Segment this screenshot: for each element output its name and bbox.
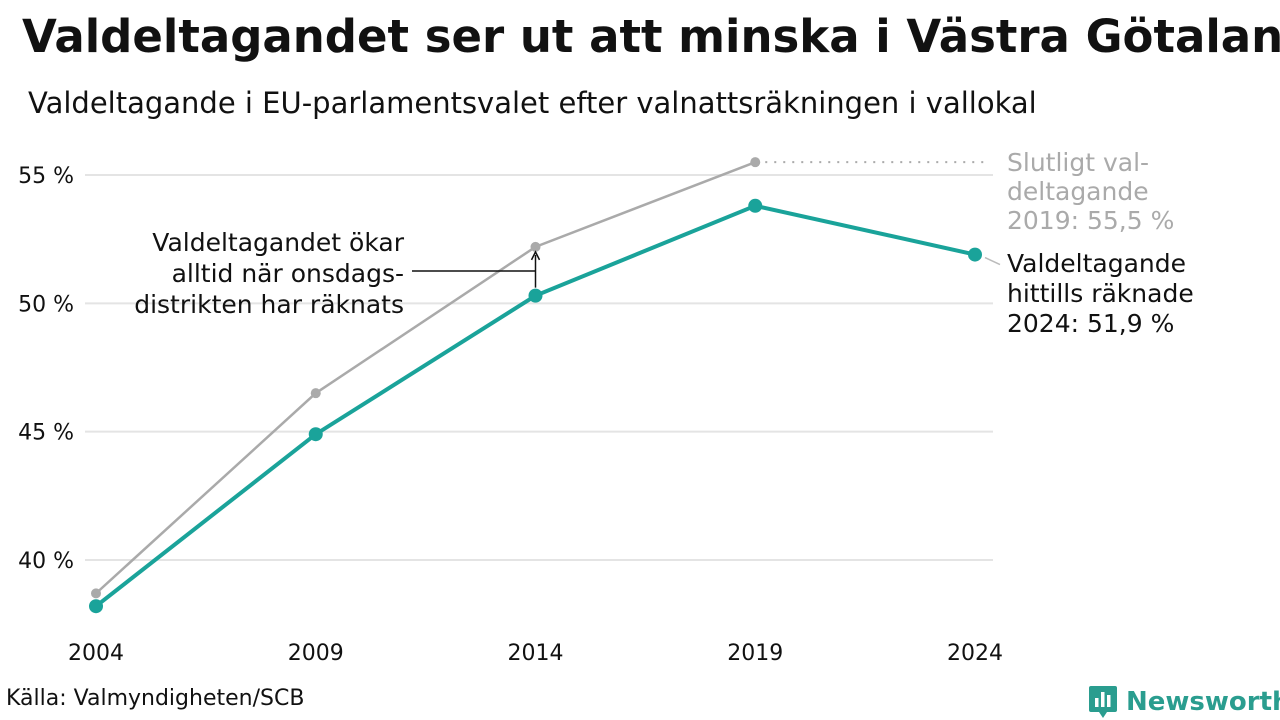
data-point-election-night [968, 247, 982, 262]
y-tick-label: 55 % [18, 164, 74, 189]
data-point-election-night [308, 427, 323, 442]
x-tick-label: 2019 [727, 641, 783, 666]
data-point-final [91, 588, 101, 599]
newsworthy-logo-icon [1089, 686, 1117, 718]
note-annotation: distrikten har räknats [134, 290, 404, 319]
chart-title: Valdeltagandet ser ut att minska i Västr… [22, 10, 1280, 63]
y-tick-label: 45 % [18, 421, 74, 446]
x-tick-label: 2014 [508, 641, 564, 666]
current-value-label: 2024: 51,9 % [1007, 309, 1174, 338]
data-point-final [310, 388, 321, 399]
current-label-leader [984, 256, 1001, 266]
final-value-label: Slutligt val- [1007, 148, 1149, 177]
newsworthy-logo: Newsworthy [1088, 684, 1280, 720]
note-annotation: Valdeltagandet ökar [152, 228, 404, 257]
y-tick-label: 40 % [18, 549, 74, 574]
y-tick-label: 50 % [18, 292, 74, 317]
x-tick-label: 2009 [288, 641, 344, 666]
note-annotation: alltid när onsdags- [172, 259, 404, 288]
data-point-final [750, 157, 761, 168]
brand-name: Newsworthy [1126, 687, 1280, 717]
data-point-election-night [748, 198, 763, 213]
x-tick-label: 2024 [947, 641, 1003, 666]
note-arrowhead [530, 250, 541, 261]
current-value-label: Valdeltagande [1007, 249, 1186, 278]
chart-subtitle: Valdeltagande i EU-parlamentsvalet efter… [28, 86, 1037, 120]
data-point-election-night [528, 288, 543, 303]
data-point-election-night [89, 599, 103, 614]
source-note: Källa: Valmyndigheten/SCB [6, 686, 305, 711]
x-tick-label: 2004 [68, 641, 124, 666]
series-line-final [95, 161, 756, 595]
final-value-label: 2019: 55,5 % [1007, 206, 1174, 235]
current-value-label: hittills räknade [1007, 279, 1194, 308]
final-value-label: deltagande [1007, 177, 1149, 206]
data-point-final [530, 241, 541, 252]
